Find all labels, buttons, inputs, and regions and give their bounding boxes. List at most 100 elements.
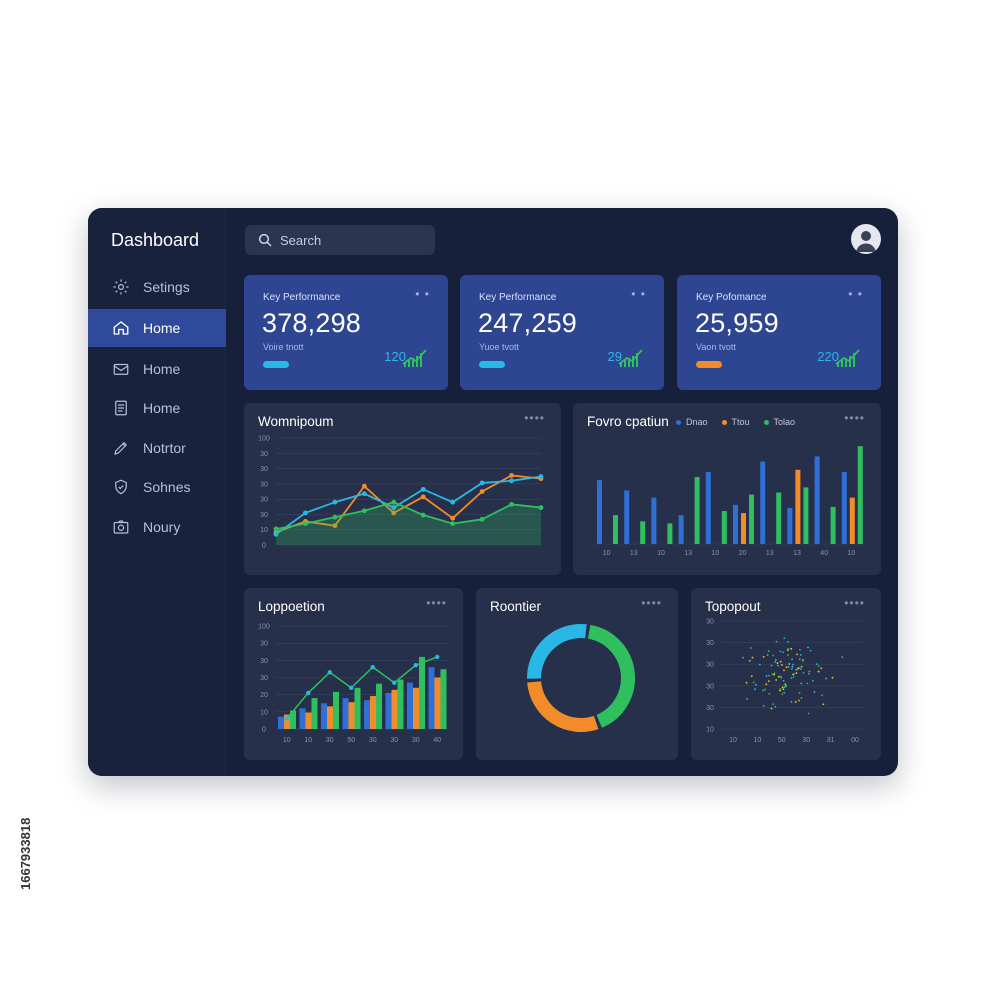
bar	[776, 492, 782, 544]
data-point	[509, 501, 514, 507]
data-point	[332, 514, 338, 520]
data-point	[811, 679, 814, 682]
kpi-trend: 220	[817, 349, 839, 364]
x-tick-label: 13	[684, 550, 692, 557]
data-point	[779, 689, 781, 692]
document-icon	[111, 398, 131, 418]
kpi-card[interactable]: Key Performance • • 247,259 Yuoe tvott 2…	[460, 275, 664, 390]
more-icon[interactable]: ••••	[641, 596, 662, 610]
combo-chart-panel: Loppoetion •••• 0 10 20 30 30 30 100 10 10 30 50 30…	[244, 588, 463, 760]
kpi-card[interactable]: Key Pofomance • • 25,959 Vaon tvott 220	[677, 275, 881, 390]
data-point	[817, 665, 820, 667]
y-tick-label: 30	[260, 512, 268, 519]
panel-title: Fovro cpatiun	[587, 414, 669, 429]
avatar[interactable]	[851, 224, 881, 254]
data-point	[782, 651, 785, 654]
sidebar-item-documents[interactable]: Home	[88, 389, 226, 427]
bar	[613, 515, 618, 544]
data-point	[785, 666, 788, 669]
sidebar-item-sohnes[interactable]: Sohnes	[88, 468, 226, 506]
data-point	[783, 691, 786, 694]
more-icon[interactable]: ••••	[844, 411, 865, 425]
y-tick-label: 30	[260, 451, 268, 458]
y-tick-label: 30	[706, 662, 714, 669]
data-point	[802, 659, 804, 662]
donut-slice	[527, 624, 587, 679]
trend-up-icon	[835, 349, 860, 367]
data-point	[450, 499, 456, 505]
kpi-indicator	[479, 361, 505, 368]
sidebar-item-noury[interactable]: Noury	[88, 508, 226, 546]
data-point	[349, 685, 354, 690]
legend-label: Dnao	[686, 417, 708, 427]
sidebar-item-home[interactable]: Home	[88, 309, 226, 347]
search-input[interactable]: Search	[245, 225, 435, 255]
data-point	[825, 677, 827, 680]
data-point	[786, 649, 789, 652]
data-point	[831, 676, 834, 679]
sidebar-item-settings[interactable]: Setings	[88, 268, 226, 306]
y-tick-label: 30	[260, 658, 268, 665]
bar	[803, 487, 809, 544]
data-point	[773, 672, 776, 675]
combo-chart: 0 10 20 30 30 30 100 10 10 30 50 30 30 30 40	[258, 624, 448, 744]
data-point	[392, 680, 397, 685]
y-tick-label: 20	[260, 692, 268, 699]
x-tick-label: 10	[754, 737, 762, 744]
x-tick-label: 30	[802, 737, 810, 744]
bar	[694, 477, 700, 544]
x-tick-label: 10	[283, 737, 291, 744]
data-point	[781, 686, 784, 689]
search-placeholder: Search	[280, 232, 322, 248]
data-point	[797, 667, 800, 669]
legend-dot	[763, 419, 769, 425]
data-point	[779, 688, 782, 690]
data-point	[808, 672, 810, 675]
data-point	[748, 659, 751, 662]
bar	[434, 677, 441, 729]
data-point	[771, 673, 774, 676]
bar	[857, 446, 863, 544]
data-point	[800, 665, 803, 668]
data-point	[795, 672, 798, 674]
series-line	[275, 474, 542, 534]
series-area	[276, 502, 541, 545]
y-tick-label: 10	[260, 527, 268, 534]
shield-icon	[111, 477, 131, 497]
x-tick-label: 30	[390, 737, 398, 744]
more-icon[interactable]: ••••	[844, 596, 865, 610]
sidebar-item-mail[interactable]: Home	[88, 350, 226, 388]
kpi-card[interactable]: Key Performance • • 378,298 Voire tnott …	[244, 275, 448, 390]
data-point	[777, 675, 780, 678]
data-point	[790, 668, 793, 670]
x-tick-label: 13	[793, 550, 801, 557]
dashboard-window: Dashboard Setings Home Home	[88, 208, 898, 776]
data-point	[303, 521, 308, 526]
more-icon[interactable]: ••••	[426, 596, 447, 610]
x-tick-label: 40	[433, 737, 441, 744]
more-icon[interactable]: ••••	[524, 411, 545, 425]
x-tick-label: 30	[326, 737, 334, 744]
legend-item: Tolao	[763, 417, 795, 427]
kpi-label: Key Performance	[263, 292, 341, 303]
sidebar-item-label: Notrtor	[143, 440, 186, 456]
more-icon[interactable]: • •	[631, 287, 646, 301]
y-tick-label: 10	[706, 727, 714, 734]
data-point	[813, 690, 816, 693]
more-icon[interactable]: • •	[415, 287, 430, 301]
y-tick-label: 30	[260, 466, 268, 473]
legend-dot	[676, 419, 681, 425]
sidebar-item-notrtor[interactable]: Notrtor	[88, 429, 226, 467]
donut-chart	[527, 624, 635, 732]
more-icon[interactable]: • •	[848, 287, 863, 301]
data-point	[479, 480, 485, 486]
y-tick-label: 0	[262, 727, 266, 734]
data-point	[361, 491, 367, 497]
bar	[284, 714, 290, 729]
data-point	[799, 648, 801, 651]
mail-icon	[111, 359, 131, 379]
bar	[364, 700, 370, 729]
kpi-label: Key Pofomance	[696, 292, 767, 303]
data-point	[781, 664, 783, 666]
